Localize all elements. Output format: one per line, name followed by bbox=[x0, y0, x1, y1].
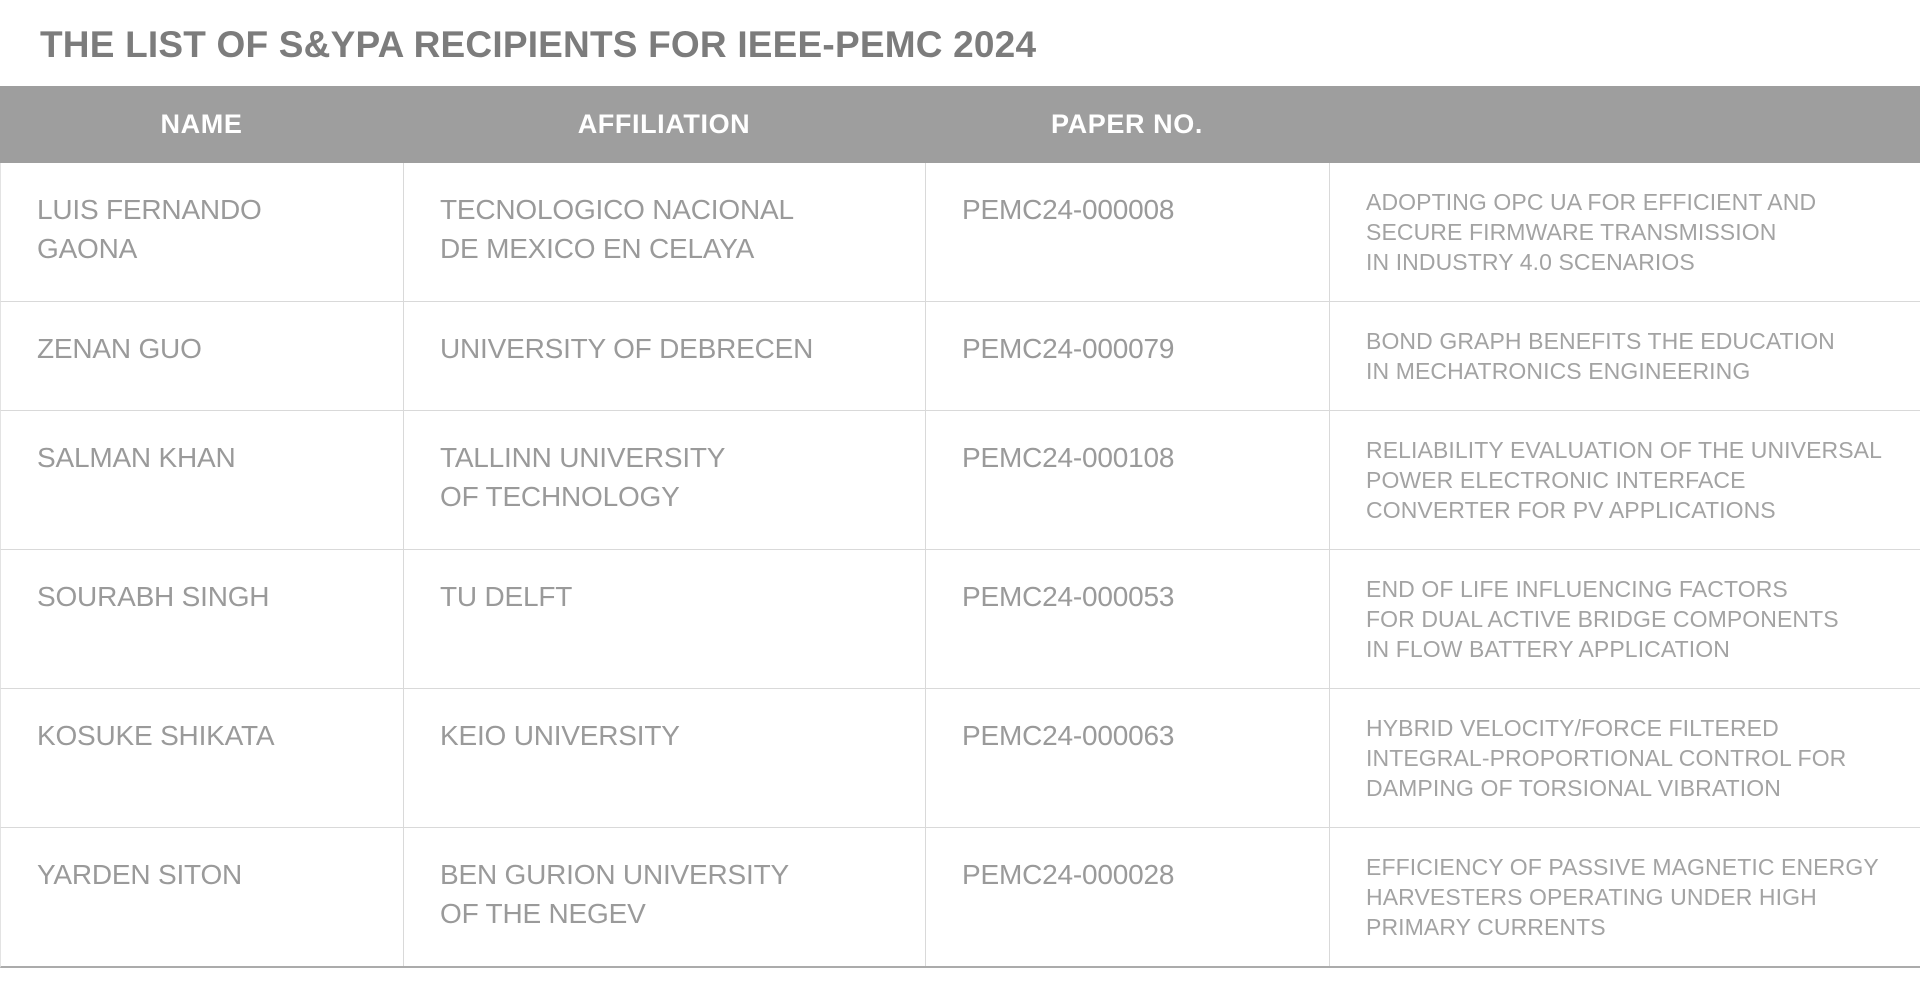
paper-title: ADOPTING OPC UA FOR EFFICIENT AND SECURE… bbox=[1366, 189, 1817, 275]
table-row: YARDEN SITON BEN GURION UNIVERSITY OF TH… bbox=[0, 828, 1920, 968]
recipient-name: ZENAN GUO bbox=[1, 302, 404, 410]
table-header-row: NAME AFFILIATION PAPER NO. bbox=[0, 86, 1920, 163]
recipients-table: NAME AFFILIATION PAPER NO. LUIS FERNANDO… bbox=[0, 86, 1920, 968]
recipient-affiliation: TALLINN UNIVERSITY OF TECHNOLOGY bbox=[404, 411, 926, 549]
recipient-affiliation: TU DELFT bbox=[404, 550, 926, 688]
paper-title: EFFICIENCY OF PASSIVE MAGNETIC ENERGY HA… bbox=[1366, 854, 1879, 940]
recipient-name: SALMAN KHAN bbox=[1, 411, 404, 549]
table-row: SOURABH SINGH TU DELFT PEMC24-000053 END… bbox=[0, 550, 1920, 689]
paper-title: END OF LIFE INFLUENCING FACTORS FOR DUAL… bbox=[1366, 576, 1839, 662]
header-name: NAME bbox=[160, 109, 243, 139]
paper-number: PEMC24-000063 bbox=[926, 689, 1330, 827]
header-affiliation: AFFILIATION bbox=[577, 109, 751, 139]
paper-title: RELIABILITY EVALUATION OF THE UNIVERSAL … bbox=[1366, 437, 1883, 523]
header-paper-no: PAPER NO. bbox=[1051, 109, 1203, 139]
paper-title: BOND GRAPH BENEFITS THE EDUCATION IN MEC… bbox=[1366, 328, 1835, 384]
paper-number: PEMC24-000108 bbox=[926, 411, 1330, 549]
table-row: SALMAN KHAN TALLINN UNIVERSITY OF TECHNO… bbox=[0, 411, 1920, 550]
recipient-name: SOURABH SINGH bbox=[1, 550, 404, 688]
page-title: THE LIST OF S&YPA RECIPIENTS FOR IEEE-PE… bbox=[40, 24, 1037, 65]
recipient-name: KOSUKE SHIKATA bbox=[1, 689, 404, 827]
recipient-affiliation: TECNOLOGICO NACIONAL DE MEXICO EN CELAYA bbox=[404, 163, 926, 301]
paper-number: PEMC24-000008 bbox=[926, 163, 1330, 301]
recipient-affiliation: BEN GURION UNIVERSITY OF THE NEGEV bbox=[404, 828, 926, 966]
table-row: LUIS FERNANDO GAONA TECNOLOGICO NACIONAL… bbox=[0, 163, 1920, 302]
recipient-affiliation: KEIO UNIVERSITY bbox=[404, 689, 926, 827]
recipient-name: YARDEN SITON bbox=[1, 828, 404, 966]
recipient-affiliation: UNIVERSITY OF DEBRECEN bbox=[404, 302, 926, 410]
paper-number: PEMC24-000079 bbox=[926, 302, 1330, 410]
paper-number: PEMC24-000053 bbox=[926, 550, 1330, 688]
recipient-name: LUIS FERNANDO GAONA bbox=[1, 163, 404, 301]
table-row: ZENAN GUO UNIVERSITY OF DEBRECEN PEMC24-… bbox=[0, 302, 1920, 411]
paper-title: HYBRID VELOCITY/FORCE FILTERED INTEGRAL-… bbox=[1366, 715, 1847, 801]
table-row: KOSUKE SHIKATA KEIO UNIVERSITY PEMC24-00… bbox=[0, 689, 1920, 828]
paper-number: PEMC24-000028 bbox=[926, 828, 1330, 966]
